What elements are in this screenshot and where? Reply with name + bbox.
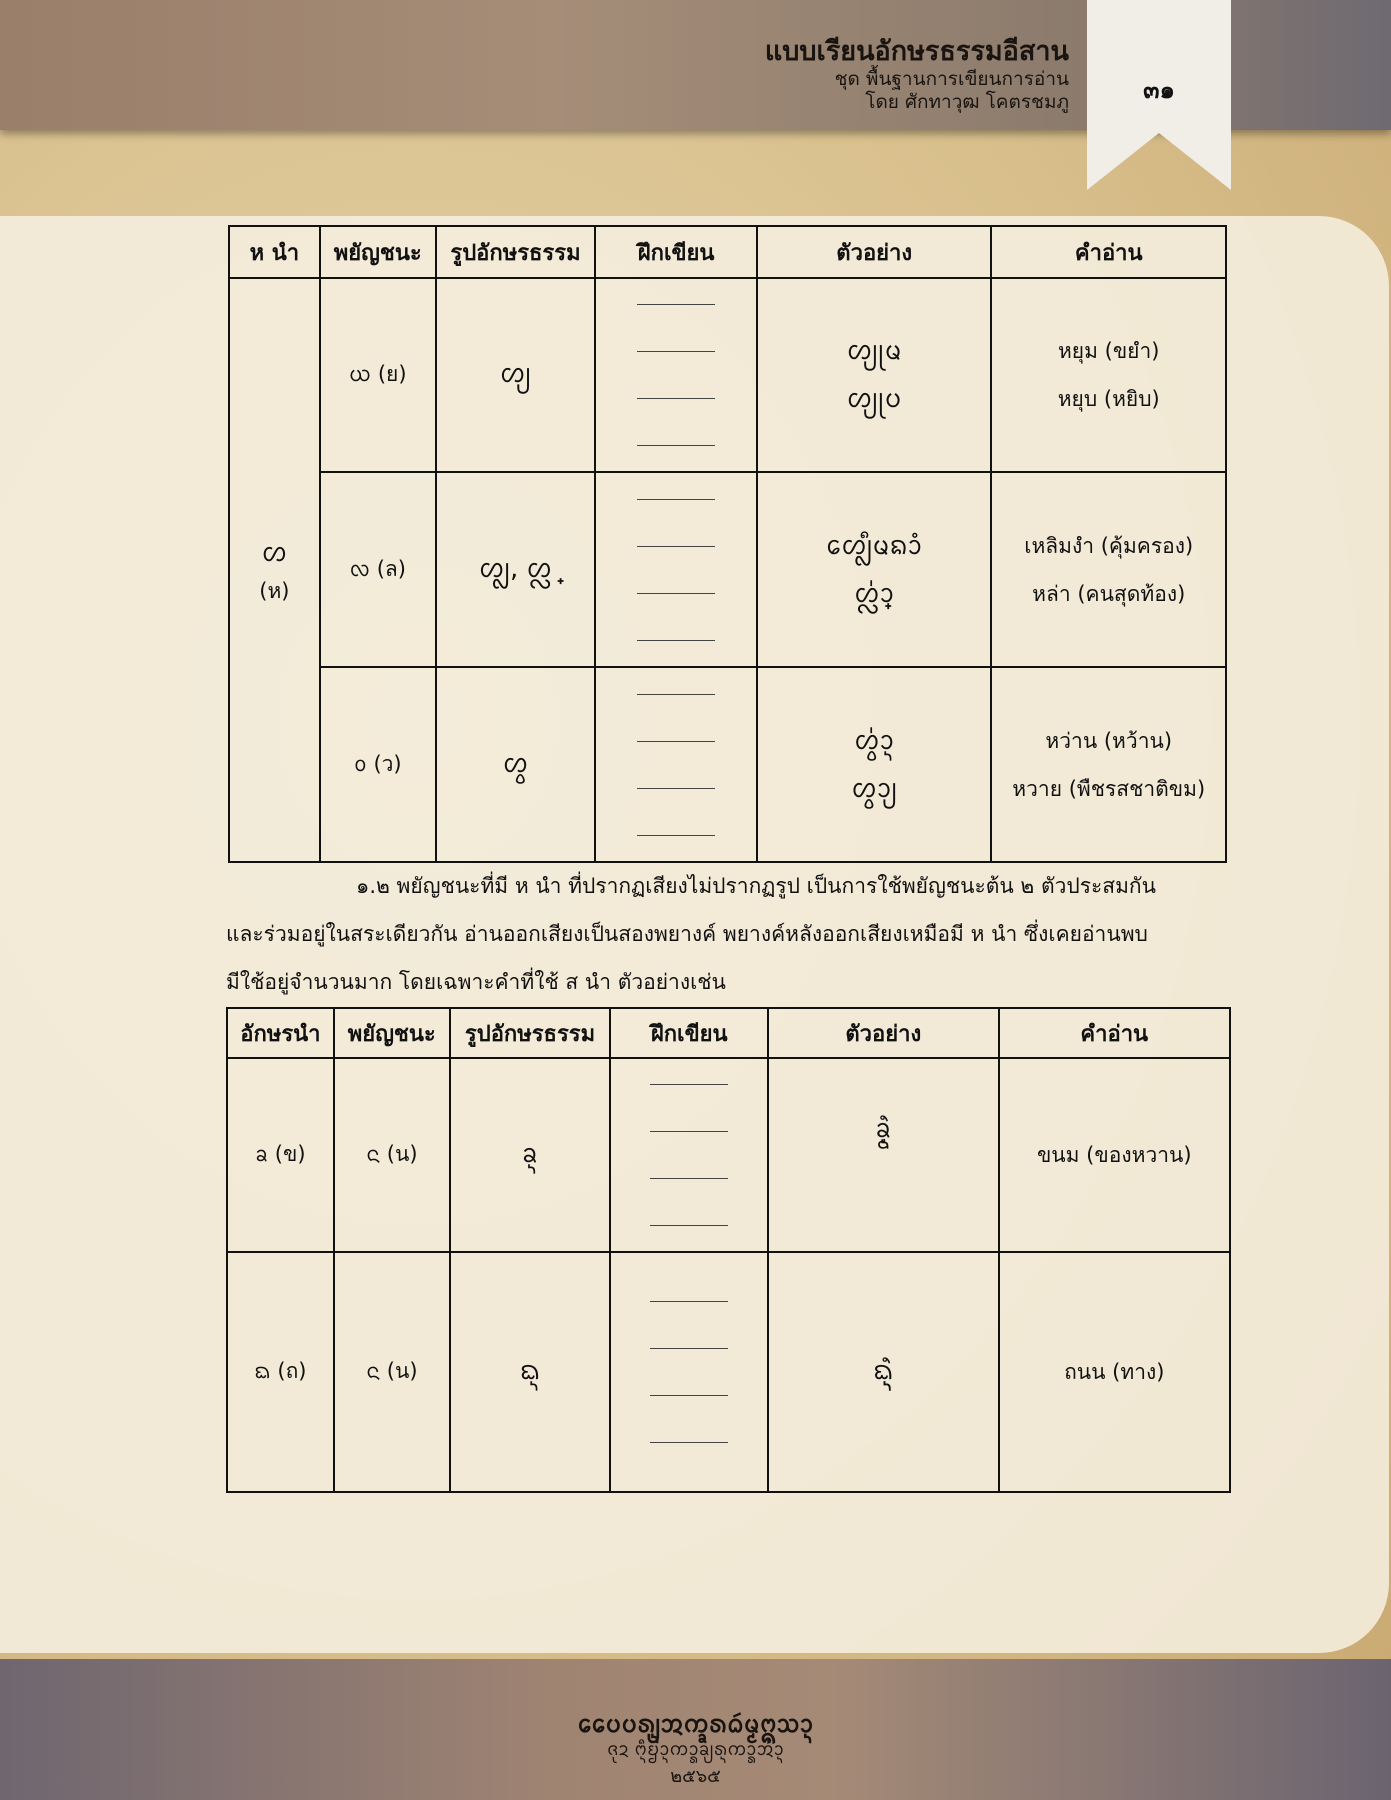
lead-letter-table: อักษรนำ พยัญชนะ รูปอักษรธรรม ฝึกเขียน ตั… xyxy=(226,1007,1232,1493)
writing-practice-line xyxy=(637,304,716,305)
writing-practice-line xyxy=(637,545,716,547)
table-row: ᩃ (ล) ᩉ᩠ᩃ, ᩉ᩠ᩖ ᩮᩉ᩠ᩃᩥᨾᨦᩣᩴ ᩉ᩠ᩖ᩵ᩣ เหลิมงำ (ค… xyxy=(229,471,1227,668)
writing-practice-line xyxy=(637,592,716,594)
writing-practice-line xyxy=(650,1178,729,1179)
consonant-cell: ᨶ (น) xyxy=(332,1251,451,1493)
consonant-cell: ᩅ (ว) xyxy=(318,666,437,863)
practice-cell[interactable] xyxy=(609,1251,770,1493)
footer-subtitle: ᨩᩩᨯ ᨻᩧ᩠ᨶᨮᩣ᩠ᨶᨠᩣ᩠ᩁᨡ᩠ᨿᩁ᩠ᨶᨠᩣ᩠ᩁᩋ᩵ᩣ᩠ᨶ xyxy=(607,1739,784,1760)
consonant-cell: ᨶ (น) xyxy=(332,1057,451,1253)
page-bookmark: ๓๑ xyxy=(1087,0,1231,190)
writing-practice-line xyxy=(637,787,716,789)
leader-cell: ᩉ (ห) xyxy=(228,277,321,863)
table-header-row: ห นำ พยัญชนะ รูปอักษรธรรม ฝึกเขียน ตัวอย… xyxy=(228,225,1227,279)
writing-practice-line xyxy=(650,1442,729,1443)
col-header: พยัญชนะ xyxy=(318,225,437,279)
form-cell: ᩉ᩠ᩅ xyxy=(434,666,597,863)
consonant-cell: ᩃ (ล) xyxy=(318,471,437,668)
practice-cell[interactable] xyxy=(594,277,758,473)
book-subtitle: ชุด พื้นฐานการเขียนการอ่าน xyxy=(834,68,1069,90)
table-header-row: อักษรนำ พยัญชนะ รูปอักษรธรรม ฝึกเขียน ตั… xyxy=(226,1007,1232,1059)
writing-practice-line xyxy=(637,693,716,695)
practice-cell[interactable] xyxy=(594,471,758,668)
writing-practice-line xyxy=(650,1084,729,1085)
form-cell: ᨳ᩠ᨶ xyxy=(448,1251,612,1493)
col-header: ตัวอย่าง xyxy=(755,225,993,279)
writing-practice-line xyxy=(650,1301,729,1302)
writing-practice-line xyxy=(650,1225,729,1226)
col-header: ฝึกเขียน xyxy=(594,225,758,279)
consonant-cell: ᨿ (ย) xyxy=(318,277,437,473)
writing-practice-line xyxy=(637,351,716,352)
writing-practice-line xyxy=(637,639,716,641)
writing-practice-line xyxy=(637,834,716,836)
table-row: ᩉ (ห) ᨿ (ย) ᩉ᩠ᨿ ᩉ᩠ᨿᩩᨾ ᩉ᩠ᨿᩩᨷ หยุม (ขยำ) หยุบ… xyxy=(228,277,1227,863)
h-lead-table: ห นำ พยัญชนะ รูปอักษรธรรม ฝึกเขียน ตัวอย… xyxy=(228,225,1227,863)
example-cell: ᩉ᩠ᩅ᩵ᩣ᩠ᨶ ᩉ᩠ᩅᩣ᩠ᨿ xyxy=(755,666,993,863)
paragraph-line: ๑.๒ พยัญชนะที่มี ห นำ ที่ปรากฏเสียงไม่ปร… xyxy=(356,874,1156,898)
practice-cell[interactable] xyxy=(594,666,758,863)
writing-practice-line xyxy=(637,398,716,399)
example-cell: ᨳ᩠ᨶᩫ᩠ᨶ xyxy=(767,1251,1000,1493)
col-header: ตัวอย่าง xyxy=(767,1007,1000,1059)
writing-practice-line xyxy=(637,498,716,500)
form-cell: ᨡ᩠ᨶ xyxy=(448,1057,612,1253)
col-header: พยัญชนะ xyxy=(332,1007,451,1059)
footer-band: ᩯᨷᨷᩁ᩠ᨿ᩠ᨶᩋᨠ᩠ᨡᩁᨵᩢᨾ᩠ᨾᩍᩈᩣ᩠ᨶ ᨩᩩᨯ ᨻᩧ᩠ᨶᨮᩣ᩠ᨶᨠᩣ᩠ᩁ… xyxy=(0,1659,1391,1800)
writing-practice-line xyxy=(637,445,716,446)
section-paragraph: ๑.๒ พยัญชนะที่มี ห นำ ที่ปรากฏเสียงไม่ปร… xyxy=(226,862,1226,1006)
footer-title: ᩯᨷᨷᩁ᩠ᨿ᩠ᨶᩋᨠ᩠ᨡᩁᨵᩢᨾ᩠ᨾᩍᩈᩣ᩠ᨶ xyxy=(577,1710,814,1738)
table-row: ᩅ (ว) ᩉ᩠ᩅ ᩉ᩠ᩅ᩵ᩣ᩠ᨶ ᩉ᩠ᩅᩣ᩠ᨿ หว่าน (หว้าน) หวา… xyxy=(229,666,1227,863)
example-cell: ᨡ᩠ᨶᩫ᩠ᨾ xyxy=(767,1057,1000,1253)
book-author: โดย ศักทาวุฒ โคตรชมภู xyxy=(865,91,1069,113)
table-row: ᨳ (ถ) ᨶ (น) ᨳ᩠ᨶ ᨳ᩠ᨶᩫ᩠ᨶ ถนน (ทาง) xyxy=(226,1251,1232,1493)
practice-cell[interactable] xyxy=(609,1057,770,1253)
col-header: คำอ่าน xyxy=(990,225,1227,279)
reading-cell: หว่าน (หว้าน) หวาย (พืชรสชาติขม) xyxy=(990,666,1227,863)
form-cell: ᩉ᩠ᨿ xyxy=(434,277,597,473)
reading-cell: เหลิมงำ (คุ้มครอง) หล่า (คนสุดท้อง) xyxy=(990,471,1227,668)
paragraph-line: และร่วมอยู่ในสระเดียวกัน อ่านออกเสียงเป็… xyxy=(226,922,1148,946)
page-number: ๓๑ xyxy=(1143,76,1175,104)
writing-practice-line xyxy=(650,1395,729,1396)
example-cell: ᩉ᩠ᨿᩩᨾ ᩉ᩠ᨿᩩᨷ xyxy=(755,277,993,473)
example-cell: ᩮᩉ᩠ᩃᩥᨾᨦᩣᩴ ᩉ᩠ᩖ᩵ᩣ xyxy=(755,471,993,668)
col-header: ห นำ xyxy=(228,225,321,279)
reading-cell: ขนม (ของหวาน) xyxy=(997,1057,1232,1253)
col-header: ฝึกเขียน xyxy=(609,1007,770,1059)
reading-cell: หยุม (ขยำ) หยุบ (หยิบ) xyxy=(990,277,1227,473)
book-title: แบบเรียนอักษรธรรมอีสาน xyxy=(764,36,1069,67)
footer-year: ๒๕๖๕ xyxy=(670,1766,721,1787)
writing-practice-line xyxy=(650,1348,729,1349)
writing-practice-line xyxy=(637,740,716,742)
lead-cell: ᨳ (ถ) xyxy=(226,1251,335,1493)
writing-practice-line xyxy=(650,1131,729,1132)
form-cell: ᩉ᩠ᩃ, ᩉ᩠ᩖ xyxy=(434,471,597,668)
col-header: รูปอักษรธรรม xyxy=(448,1007,612,1059)
reading-cell: ถนน (ทาง) xyxy=(997,1251,1232,1493)
col-header: รูปอักษรธรรม xyxy=(434,225,597,279)
col-header: อักษรนำ xyxy=(226,1007,335,1059)
paragraph-line: มีใช้อยู่จำนวนมาก โดยเฉพาะคำที่ใช้ ส นำ … xyxy=(226,970,726,994)
col-header: คำอ่าน xyxy=(997,1007,1232,1059)
table-row: ᨡ (ข) ᨶ (น) ᨡ᩠ᨶ ᨡ᩠ᨶᩫ᩠ᨾ ขนม (ของหวาน) xyxy=(226,1057,1232,1253)
lead-cell: ᨡ (ข) xyxy=(226,1057,335,1253)
header-text: แบบเรียนอักษรธรรมอีสาน ชุด พื้นฐานการเขี… xyxy=(765,36,1069,114)
